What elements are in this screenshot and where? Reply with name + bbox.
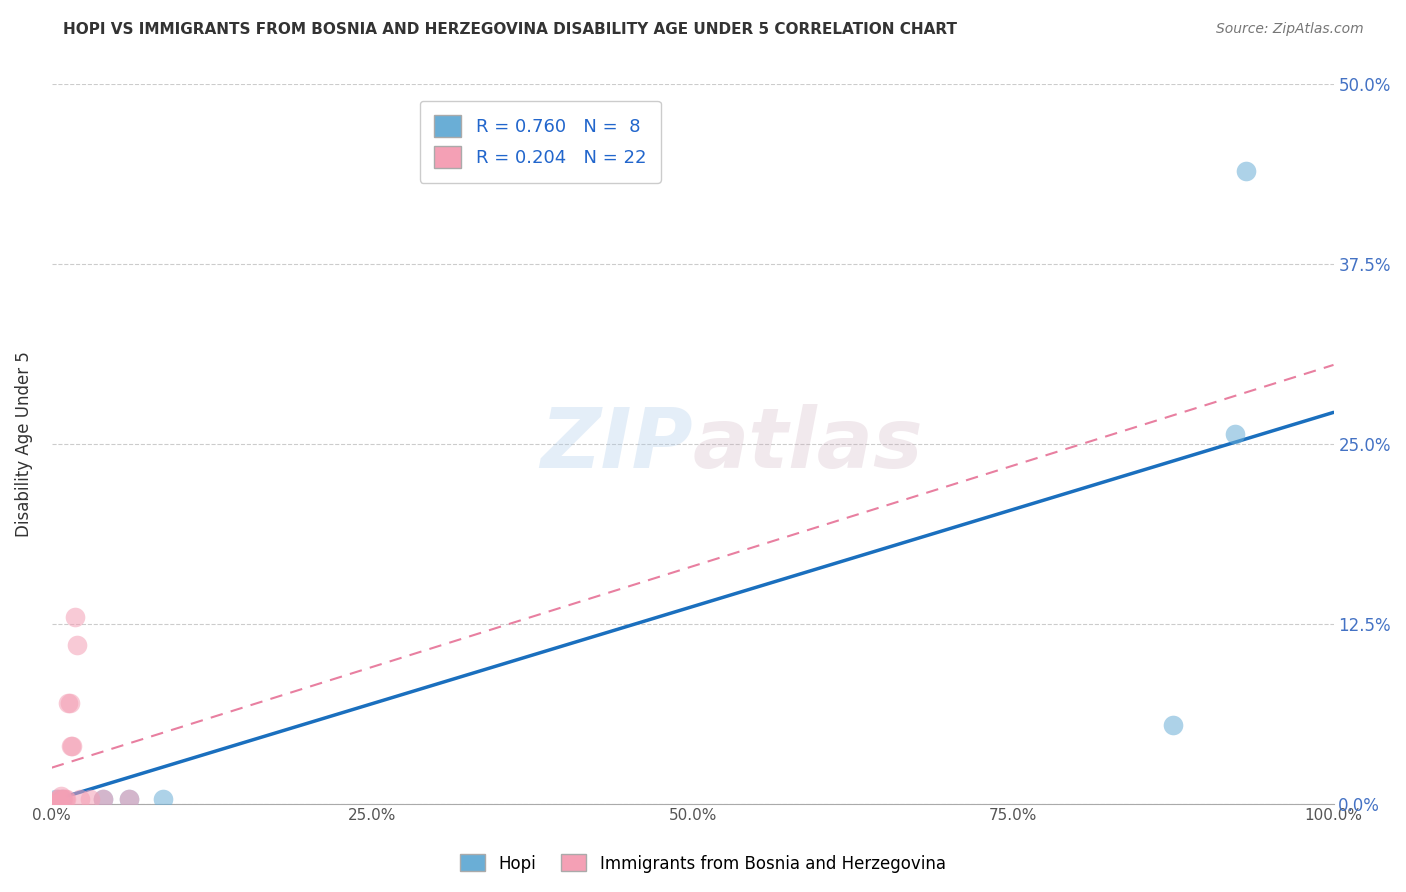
Point [41,797,63,811]
Point [59,739,82,753]
Point [59,696,82,710]
Legend: R = 0.760   N =  8, R = 0.204   N = 22: R = 0.760 N = 8, R = 0.204 N = 22 [419,101,661,183]
Point [66,639,89,653]
Point [69,792,91,806]
Point [79,792,101,806]
Point [52,792,75,806]
Point [45,797,67,811]
Text: HOPI VS IMMIGRANTS FROM BOSNIA AND HERZEGOVINA DISABILITY AGE UNDER 5 CORRELATIO: HOPI VS IMMIGRANTS FROM BOSNIA AND HERZE… [63,22,957,37]
Point [42,797,65,811]
Text: ZIP: ZIP [540,403,693,484]
Point [51,792,73,806]
Point [152,792,174,806]
Point [91,792,114,806]
Point [1234,163,1257,178]
Point [1223,427,1246,442]
Point [118,792,141,806]
Point [46,792,69,806]
Point [45,797,67,811]
Point [63,609,86,624]
Point [60,739,83,753]
Point [49,789,72,804]
Text: Source: ZipAtlas.com: Source: ZipAtlas.com [1216,22,1364,37]
Point [58,696,80,710]
Point [1161,717,1184,731]
Point [45,792,67,806]
Point [51,792,73,806]
Legend: Hopi, Immigrants from Bosnia and Herzegovina: Hopi, Immigrants from Bosnia and Herzego… [454,847,952,880]
Point [48,792,70,806]
Y-axis label: Disability Age Under 5: Disability Age Under 5 [15,351,32,537]
Point [55,792,77,806]
Point [53,792,76,806]
Point [44,797,66,811]
Text: atlas: atlas [693,403,924,484]
Point [91,792,114,806]
Point [118,792,141,806]
